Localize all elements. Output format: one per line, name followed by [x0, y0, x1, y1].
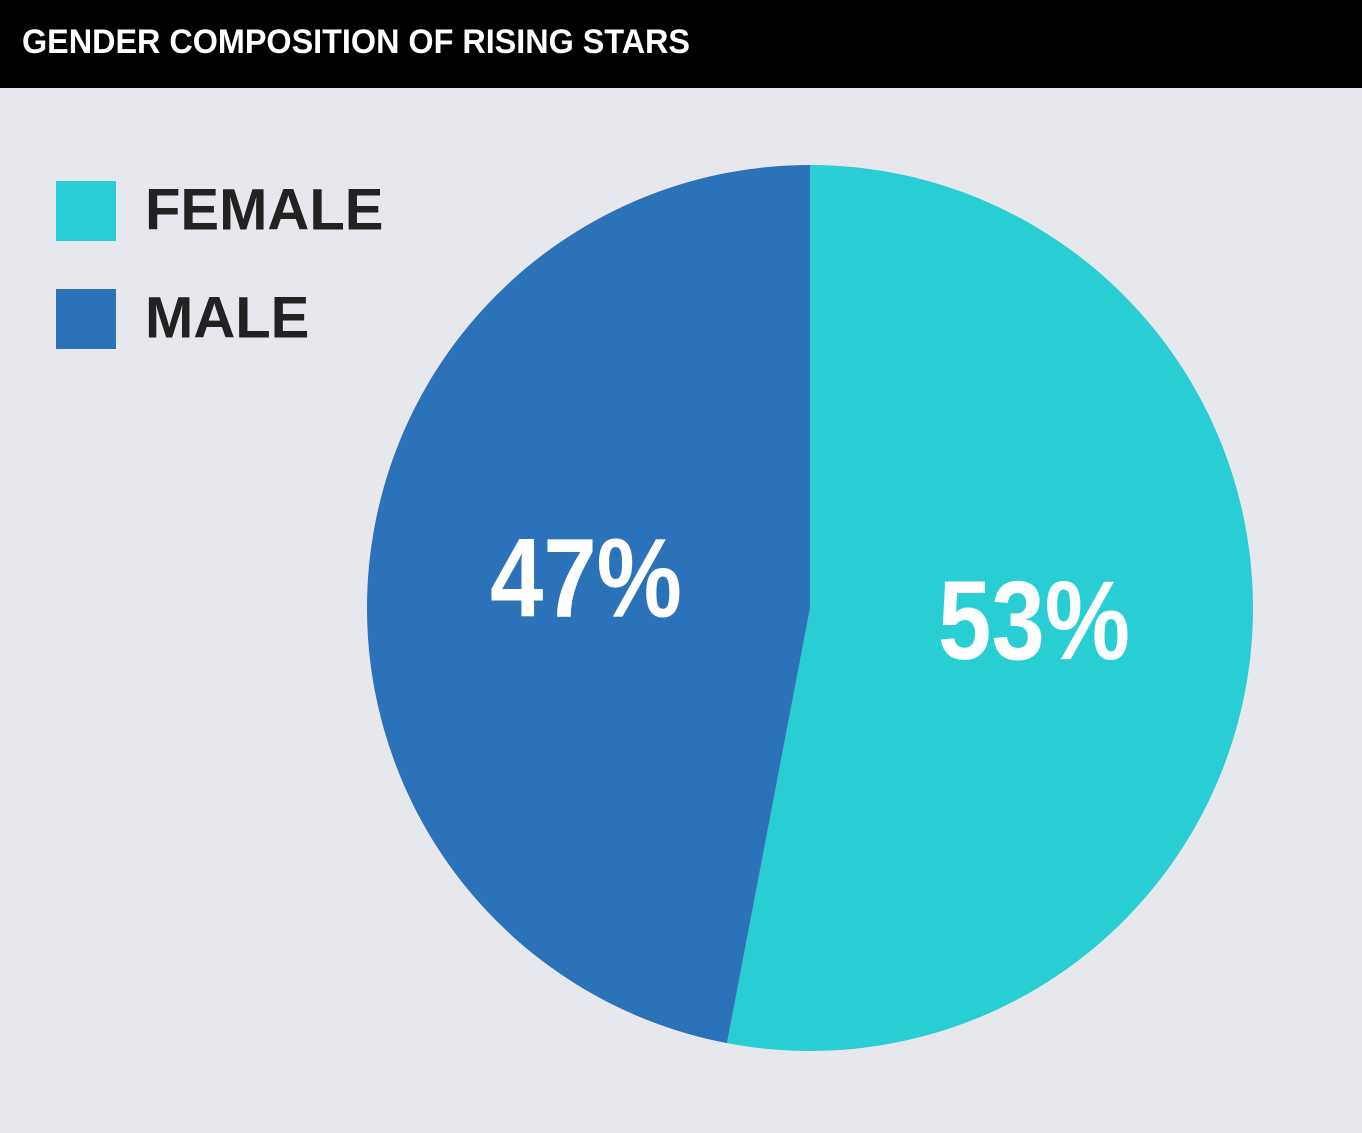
legend-swatch [56, 181, 116, 241]
pie-slice [726, 165, 1253, 1051]
slice-label: 47% [490, 515, 682, 640]
slice-label: 53% [938, 558, 1130, 683]
pie-slice [366, 165, 810, 1044]
legend-label: MALE [145, 285, 309, 350]
legend-swatch [56, 289, 116, 349]
legend-label: FEMALE [145, 177, 383, 242]
title-bar [0, 0, 1362, 88]
chart-title: GENDER COMPOSITION OF RISING STARS [22, 23, 690, 61]
